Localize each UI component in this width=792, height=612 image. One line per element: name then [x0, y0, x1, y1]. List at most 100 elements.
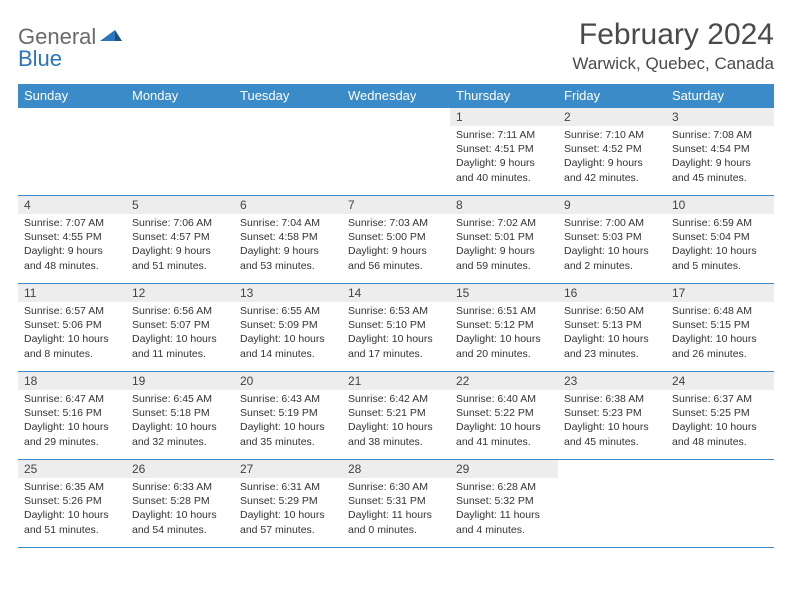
calendar-row: 1Sunrise: 7:11 AMSunset: 4:51 PMDaylight… [18, 108, 774, 196]
day-number: 24 [666, 372, 774, 390]
calendar-day-cell: 17Sunrise: 6:48 AMSunset: 5:15 PMDayligh… [666, 284, 774, 372]
day-content: Sunrise: 7:04 AMSunset: 4:58 PMDaylight:… [234, 214, 342, 277]
calendar-day-cell: 15Sunrise: 6:51 AMSunset: 5:12 PMDayligh… [450, 284, 558, 372]
calendar-body: 1Sunrise: 7:11 AMSunset: 4:51 PMDaylight… [18, 108, 774, 548]
day-content: Sunrise: 6:31 AMSunset: 5:29 PMDaylight:… [234, 478, 342, 541]
calendar-day-cell: 28Sunrise: 6:30 AMSunset: 5:31 PMDayligh… [342, 460, 450, 548]
weekday-header: Sunday [18, 84, 126, 108]
logo: GeneralBlue [18, 22, 124, 72]
weekday-header: Saturday [666, 84, 774, 108]
calendar-day-cell: 21Sunrise: 6:42 AMSunset: 5:21 PMDayligh… [342, 372, 450, 460]
day-number: 5 [126, 196, 234, 214]
weekday-header-row: SundayMondayTuesdayWednesdayThursdayFrid… [18, 84, 774, 108]
day-number: 11 [18, 284, 126, 302]
calendar-day-cell: 12Sunrise: 6:56 AMSunset: 5:07 PMDayligh… [126, 284, 234, 372]
calendar-empty-cell [18, 108, 126, 196]
calendar-empty-cell [342, 108, 450, 196]
calendar-day-cell: 22Sunrise: 6:40 AMSunset: 5:22 PMDayligh… [450, 372, 558, 460]
day-number: 22 [450, 372, 558, 390]
calendar-day-cell: 7Sunrise: 7:03 AMSunset: 5:00 PMDaylight… [342, 196, 450, 284]
day-number: 21 [342, 372, 450, 390]
day-number: 26 [126, 460, 234, 478]
day-content: Sunrise: 6:30 AMSunset: 5:31 PMDaylight:… [342, 478, 450, 541]
day-content: Sunrise: 6:55 AMSunset: 5:09 PMDaylight:… [234, 302, 342, 365]
day-content: Sunrise: 7:06 AMSunset: 4:57 PMDaylight:… [126, 214, 234, 277]
day-content: Sunrise: 7:11 AMSunset: 4:51 PMDaylight:… [450, 126, 558, 189]
calendar-day-cell: 6Sunrise: 7:04 AMSunset: 4:58 PMDaylight… [234, 196, 342, 284]
weekday-header: Friday [558, 84, 666, 108]
day-number: 27 [234, 460, 342, 478]
day-content: Sunrise: 6:42 AMSunset: 5:21 PMDaylight:… [342, 390, 450, 453]
day-content: Sunrise: 6:59 AMSunset: 5:04 PMDaylight:… [666, 214, 774, 277]
calendar-row: 18Sunrise: 6:47 AMSunset: 5:16 PMDayligh… [18, 372, 774, 460]
day-content: Sunrise: 7:00 AMSunset: 5:03 PMDaylight:… [558, 214, 666, 277]
calendar-day-cell: 23Sunrise: 6:38 AMSunset: 5:23 PMDayligh… [558, 372, 666, 460]
day-content: Sunrise: 6:45 AMSunset: 5:18 PMDaylight:… [126, 390, 234, 453]
calendar-empty-cell [558, 460, 666, 548]
calendar-day-cell: 3Sunrise: 7:08 AMSunset: 4:54 PMDaylight… [666, 108, 774, 196]
day-number: 28 [342, 460, 450, 478]
calendar-day-cell: 25Sunrise: 6:35 AMSunset: 5:26 PMDayligh… [18, 460, 126, 548]
day-content: Sunrise: 6:33 AMSunset: 5:28 PMDaylight:… [126, 478, 234, 541]
calendar-empty-cell [126, 108, 234, 196]
weekday-header: Thursday [450, 84, 558, 108]
day-content: Sunrise: 7:02 AMSunset: 5:01 PMDaylight:… [450, 214, 558, 277]
day-number: 10 [666, 196, 774, 214]
calendar-day-cell: 29Sunrise: 6:28 AMSunset: 5:32 PMDayligh… [450, 460, 558, 548]
calendar-day-cell: 8Sunrise: 7:02 AMSunset: 5:01 PMDaylight… [450, 196, 558, 284]
day-content: Sunrise: 7:08 AMSunset: 4:54 PMDaylight:… [666, 126, 774, 189]
day-number: 8 [450, 196, 558, 214]
day-number: 18 [18, 372, 126, 390]
day-content: Sunrise: 6:50 AMSunset: 5:13 PMDaylight:… [558, 302, 666, 365]
calendar-day-cell: 10Sunrise: 6:59 AMSunset: 5:04 PMDayligh… [666, 196, 774, 284]
day-number: 17 [666, 284, 774, 302]
weekday-header: Wednesday [342, 84, 450, 108]
calendar-day-cell: 1Sunrise: 7:11 AMSunset: 4:51 PMDaylight… [450, 108, 558, 196]
day-content: Sunrise: 7:10 AMSunset: 4:52 PMDaylight:… [558, 126, 666, 189]
day-content: Sunrise: 6:28 AMSunset: 5:32 PMDaylight:… [450, 478, 558, 541]
day-number: 25 [18, 460, 126, 478]
calendar-day-cell: 24Sunrise: 6:37 AMSunset: 5:25 PMDayligh… [666, 372, 774, 460]
location: Warwick, Quebec, Canada [572, 54, 774, 74]
calendar-day-cell: 20Sunrise: 6:43 AMSunset: 5:19 PMDayligh… [234, 372, 342, 460]
day-content: Sunrise: 6:37 AMSunset: 5:25 PMDaylight:… [666, 390, 774, 453]
calendar-day-cell: 26Sunrise: 6:33 AMSunset: 5:28 PMDayligh… [126, 460, 234, 548]
calendar-day-cell: 4Sunrise: 7:07 AMSunset: 4:55 PMDaylight… [18, 196, 126, 284]
day-content: Sunrise: 7:03 AMSunset: 5:00 PMDaylight:… [342, 214, 450, 277]
calendar-day-cell: 5Sunrise: 7:06 AMSunset: 4:57 PMDaylight… [126, 196, 234, 284]
day-number: 20 [234, 372, 342, 390]
calendar-day-cell: 16Sunrise: 6:50 AMSunset: 5:13 PMDayligh… [558, 284, 666, 372]
day-content: Sunrise: 7:07 AMSunset: 4:55 PMDaylight:… [18, 214, 126, 277]
day-number: 6 [234, 196, 342, 214]
calendar-empty-cell [234, 108, 342, 196]
day-number: 13 [234, 284, 342, 302]
calendar-day-cell: 13Sunrise: 6:55 AMSunset: 5:09 PMDayligh… [234, 284, 342, 372]
calendar-day-cell: 14Sunrise: 6:53 AMSunset: 5:10 PMDayligh… [342, 284, 450, 372]
calendar-row: 25Sunrise: 6:35 AMSunset: 5:26 PMDayligh… [18, 460, 774, 548]
calendar-day-cell: 2Sunrise: 7:10 AMSunset: 4:52 PMDaylight… [558, 108, 666, 196]
calendar-row: 4Sunrise: 7:07 AMSunset: 4:55 PMDaylight… [18, 196, 774, 284]
day-content: Sunrise: 6:38 AMSunset: 5:23 PMDaylight:… [558, 390, 666, 453]
day-number: 23 [558, 372, 666, 390]
calendar-table: SundayMondayTuesdayWednesdayThursdayFrid… [18, 84, 774, 548]
calendar-empty-cell [666, 460, 774, 548]
day-content: Sunrise: 6:48 AMSunset: 5:15 PMDaylight:… [666, 302, 774, 365]
calendar-day-cell: 11Sunrise: 6:57 AMSunset: 5:06 PMDayligh… [18, 284, 126, 372]
day-content: Sunrise: 6:43 AMSunset: 5:19 PMDaylight:… [234, 390, 342, 453]
calendar-day-cell: 19Sunrise: 6:45 AMSunset: 5:18 PMDayligh… [126, 372, 234, 460]
day-number: 3 [666, 108, 774, 126]
day-number: 7 [342, 196, 450, 214]
day-number: 14 [342, 284, 450, 302]
weekday-header: Tuesday [234, 84, 342, 108]
day-content: Sunrise: 6:47 AMSunset: 5:16 PMDaylight:… [18, 390, 126, 453]
day-number: 19 [126, 372, 234, 390]
logo-mark-icon [100, 22, 124, 48]
day-content: Sunrise: 6:40 AMSunset: 5:22 PMDaylight:… [450, 390, 558, 453]
day-number: 4 [18, 196, 126, 214]
day-number: 1 [450, 108, 558, 126]
day-number: 16 [558, 284, 666, 302]
month-title: February 2024 [572, 18, 774, 52]
calendar-row: 11Sunrise: 6:57 AMSunset: 5:06 PMDayligh… [18, 284, 774, 372]
day-content: Sunrise: 6:53 AMSunset: 5:10 PMDaylight:… [342, 302, 450, 365]
day-number: 29 [450, 460, 558, 478]
